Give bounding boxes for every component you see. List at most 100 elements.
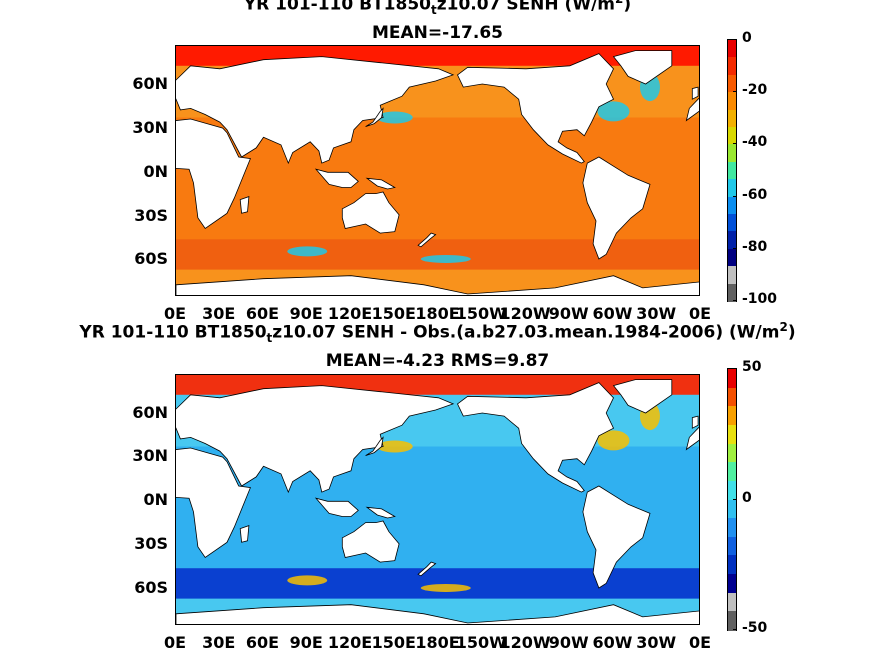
latitude-label: 60S bbox=[134, 249, 168, 268]
longitude-label: 0E bbox=[163, 633, 187, 652]
colorbar-tick-mark bbox=[733, 498, 737, 500]
panel2-map-svg bbox=[176, 375, 699, 624]
madagascar-land bbox=[239, 525, 250, 543]
antarctica-land bbox=[176, 275, 699, 295]
longitude-label: 90W bbox=[548, 304, 589, 323]
southern-ocean-band bbox=[176, 239, 699, 270]
panel1-title-main: YR 101-110 BT1850 bbox=[243, 0, 431, 15]
southern-ocean-band bbox=[176, 568, 699, 599]
latitude-label: 60S bbox=[134, 578, 168, 597]
uk-land bbox=[691, 86, 699, 100]
gulf-stream-anomaly bbox=[597, 430, 630, 451]
panel1-subtitle: MEAN=-17.65 bbox=[372, 23, 503, 43]
longitude-label: 180E bbox=[415, 304, 460, 323]
panel2-title-main: YR 101-110 BT1850 bbox=[79, 322, 267, 343]
colorbar-tick-label: 0 bbox=[742, 489, 752, 506]
colorbar-segment bbox=[728, 424, 736, 445]
colorbar-segment bbox=[728, 480, 736, 501]
colorbar-segment bbox=[728, 499, 736, 519]
colorbar-tick-mark bbox=[733, 300, 737, 301]
latitude-label: 30N bbox=[132, 118, 168, 137]
madagascar-land bbox=[239, 196, 250, 214]
colorbar-segment bbox=[728, 74, 736, 93]
longitude-label: 150E bbox=[371, 633, 416, 652]
greenland-land bbox=[612, 50, 673, 85]
longitude-label: 180E bbox=[415, 633, 460, 652]
colorbar-segment bbox=[728, 369, 736, 389]
longitude-label: 120W bbox=[499, 633, 551, 652]
colorbar-segment bbox=[728, 40, 736, 58]
panel2-title: YR 101-110 BT1850tz10.07 SENH - Obs.(a.b… bbox=[0, 320, 875, 345]
latitude-label: 0N bbox=[143, 490, 168, 509]
indian-southern-anomaly bbox=[287, 246, 328, 257]
panel2-title-sup: 2 bbox=[779, 320, 788, 334]
colorbar-segment bbox=[728, 161, 736, 180]
longitude-label: 0E bbox=[163, 304, 187, 323]
longitude-label: 90E bbox=[289, 304, 323, 323]
colorbar-tick-label: 0 bbox=[742, 30, 752, 46]
new-guinea-land bbox=[365, 177, 396, 190]
colorbar-segment bbox=[728, 127, 736, 145]
nz-land bbox=[417, 561, 437, 577]
colorbar-segment bbox=[728, 214, 736, 232]
colorbar-segment bbox=[728, 406, 736, 426]
panel1-title-sup: 2 bbox=[615, 0, 623, 6]
colorbar-tick-label: 50 bbox=[742, 359, 762, 375]
antarctica-land bbox=[176, 604, 699, 624]
panel2-title-rest: z10.07 SENH - Obs.(a.b27.03.mean.1984-20… bbox=[272, 322, 780, 343]
longitude-label: 90E bbox=[289, 633, 323, 652]
colorbar-tick-mark bbox=[733, 195, 737, 197]
longitude-label: 60E bbox=[245, 304, 280, 323]
colorbar-tick-mark bbox=[733, 629, 737, 630]
longitude-label: 90W bbox=[548, 633, 589, 652]
longitude-label: 60E bbox=[245, 633, 280, 652]
colorbar-tick-mark bbox=[733, 247, 737, 249]
kuroshio-anomaly bbox=[376, 440, 413, 453]
longitude-label: 60W bbox=[592, 633, 633, 652]
eurasia-land bbox=[176, 385, 455, 494]
japan-land bbox=[365, 436, 384, 456]
colorbar-segment bbox=[728, 196, 736, 215]
colorbar-segment bbox=[728, 283, 736, 302]
colorbar-segment bbox=[728, 266, 736, 285]
longitude-label: 30W bbox=[636, 633, 677, 652]
latitude-label: 60N bbox=[132, 74, 168, 93]
kuroshio-anomaly bbox=[376, 111, 413, 124]
panel1-map bbox=[175, 45, 700, 296]
gulf-stream-anomaly bbox=[597, 101, 630, 122]
longitude-label: 120E bbox=[327, 304, 373, 323]
latitude-label: 60N bbox=[132, 403, 168, 422]
colorbar-segment bbox=[728, 92, 736, 111]
new-guinea-land bbox=[365, 506, 396, 519]
colorbar-segment bbox=[728, 248, 736, 267]
pacific-southern-anomaly bbox=[420, 254, 471, 263]
colorbar-segment bbox=[728, 109, 736, 128]
indonesia-land bbox=[314, 168, 359, 188]
longitude-label: 30W bbox=[636, 304, 677, 323]
panel1-title-sub: t bbox=[430, 3, 437, 18]
pacific-southern-anomaly bbox=[420, 583, 471, 592]
nz-land bbox=[417, 232, 437, 248]
south-america-land bbox=[582, 485, 651, 589]
colorbar-segment bbox=[728, 443, 736, 463]
colorbar-segment bbox=[728, 462, 736, 482]
north-america-land bbox=[456, 382, 615, 493]
uk-land bbox=[691, 415, 699, 429]
colorbar-segment bbox=[728, 592, 736, 612]
australia-land bbox=[341, 520, 400, 563]
greenland-land bbox=[612, 379, 673, 414]
panel1-colorbar bbox=[727, 39, 737, 302]
colorbar-segment bbox=[728, 231, 736, 250]
longitude-label: 30E bbox=[202, 633, 236, 652]
eurasia-land bbox=[176, 56, 455, 165]
longitude-label: 120W bbox=[499, 304, 551, 323]
panel1-title-rest: z10.07 SENH (W/m bbox=[436, 0, 615, 15]
longitude-label: 30E bbox=[202, 304, 236, 323]
panel2-subtitle: MEAN=-4.23 RMS=9.87 bbox=[325, 351, 550, 371]
north-america-land bbox=[456, 53, 615, 164]
longitude-label: 150E bbox=[371, 304, 416, 323]
panel1-title-end: ) bbox=[623, 0, 632, 15]
colorbar-tick-mark bbox=[733, 143, 737, 145]
colorbar-tick-label: -40 bbox=[742, 134, 768, 151]
colorbar-tick-mark bbox=[733, 91, 737, 93]
